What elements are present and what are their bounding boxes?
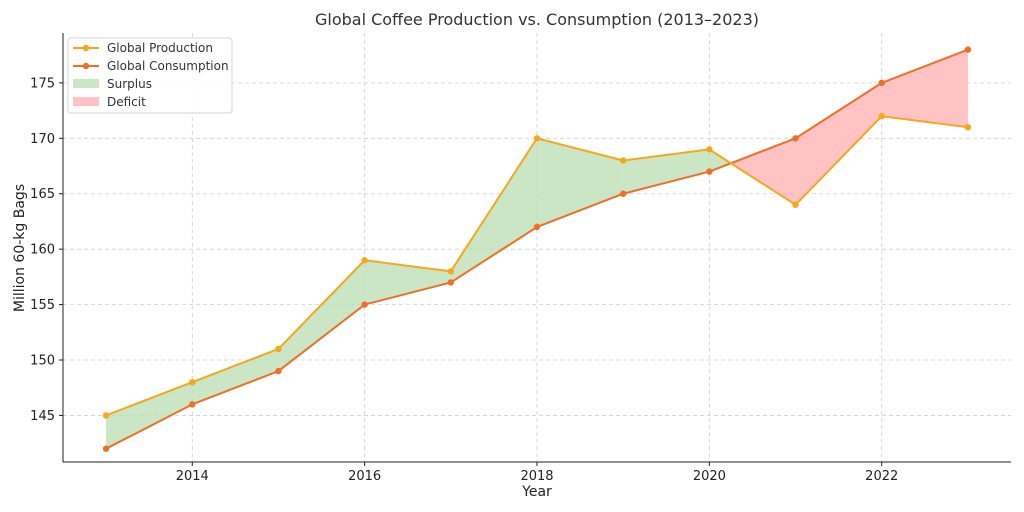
x-tick-label: 2016 (348, 469, 381, 484)
production-point (275, 345, 282, 353)
x-tick-label: 2022 (865, 469, 898, 484)
surplus-area (106, 382, 193, 449)
y-axis-label: Million 60-kg Bags (12, 184, 28, 312)
production-point (102, 412, 110, 419)
consumption-point (792, 135, 799, 142)
legend-deficit-swatch (73, 97, 99, 106)
production-point (361, 257, 368, 264)
deficit-area (795, 82, 882, 205)
deficit-area (730, 138, 796, 205)
surplus-area (623, 149, 710, 194)
chart-title: Global Coffee Production vs. Consumption… (315, 10, 759, 29)
surplus-area (364, 260, 451, 305)
series-lines (105, 48, 969, 450)
legend-deficit-label: Deficit (107, 95, 146, 109)
consumption-point (102, 445, 110, 452)
legend: Global Production Global Consumption Sur… (67, 37, 233, 114)
consumption-point (189, 401, 196, 408)
y-tick-label: 155 (30, 298, 55, 313)
legend-consumption-marker (82, 62, 90, 70)
deficit-area (881, 49, 968, 128)
production-point (447, 268, 455, 275)
surplus-area (450, 138, 537, 283)
consumption-point (878, 79, 885, 87)
consumption-point (619, 190, 627, 197)
production-point (792, 201, 799, 209)
surplus-area (709, 149, 731, 172)
legend-box (67, 37, 233, 114)
y-tick-label: 170 (30, 132, 55, 147)
production-point (533, 135, 541, 142)
ticks: 2014 2016 2018 2020 2022 145 150 155 160 165 170 17… (30, 76, 898, 484)
surplus-area (537, 138, 624, 227)
production-point (964, 124, 972, 131)
y-tick-label: 145 (30, 409, 55, 424)
consumption-point (361, 301, 368, 308)
y-tick-label: 165 (30, 187, 55, 202)
y-tick-label: 150 (30, 354, 55, 369)
x-axis-label: Year (521, 484, 552, 500)
production-point (619, 157, 627, 164)
consumption-point (447, 279, 455, 286)
x-tick-label: 2018 (520, 469, 553, 484)
y-tick-label: 160 (30, 243, 55, 258)
x-tick-label: 2020 (693, 469, 726, 484)
legend-consumption-label: Global Consumption (107, 59, 229, 73)
consumption-point (964, 46, 972, 53)
production-point (706, 146, 713, 153)
legend-surplus-swatch (73, 79, 99, 88)
production-point (189, 378, 196, 386)
x-tick-label: 2014 (176, 469, 209, 484)
consumption-point (533, 223, 541, 231)
surplus-area (192, 348, 279, 405)
legend-production-marker (82, 44, 90, 52)
production-point (878, 112, 885, 120)
fill-areas (106, 49, 968, 449)
consumption-point (275, 367, 282, 375)
legend-surplus-label: Surplus (107, 77, 152, 91)
legend-production-label: Global Production (107, 41, 213, 55)
consumption-point (706, 168, 713, 175)
y-tick-label: 175 (30, 76, 55, 91)
surplus-area (278, 260, 365, 372)
consumption-line (105, 48, 969, 450)
series-points (102, 46, 972, 452)
